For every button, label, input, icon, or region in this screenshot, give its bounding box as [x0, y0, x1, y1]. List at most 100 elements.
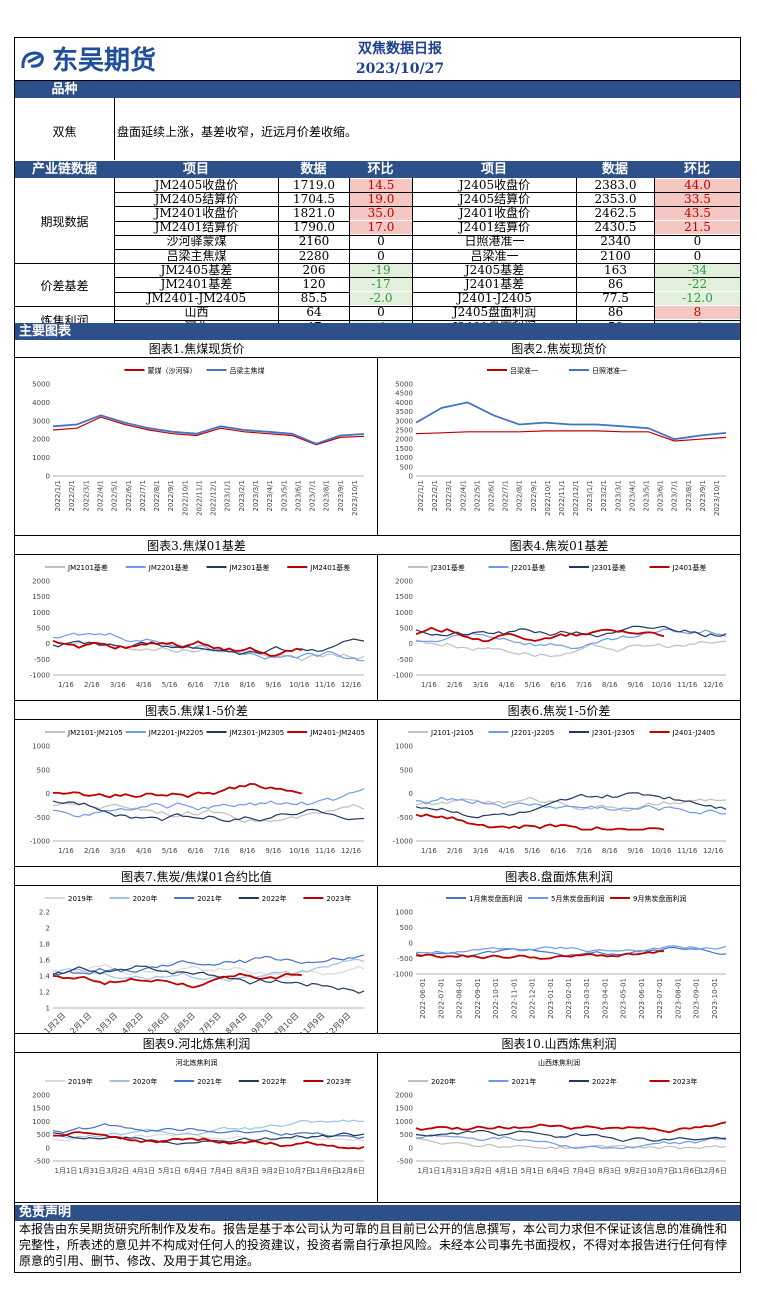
x-tick-label: 10/16: [651, 681, 672, 689]
legend-label: 2021年: [197, 894, 222, 903]
legend-label: J2201-J2205: [511, 729, 555, 737]
x-tick-label: 2023-01-01: [547, 978, 555, 1019]
x-tick-label: 2023/7/1: [671, 480, 679, 511]
series-line: [415, 792, 727, 819]
table-cell: -19: [350, 263, 412, 277]
row-divider: [114, 277, 740, 279]
y-tick-label: 3000: [32, 417, 50, 425]
x-tick-label: 2023/5/1: [643, 480, 651, 511]
x-tick-label: 5月1日: [158, 1167, 181, 1175]
x-tick-label: 2022/3/1: [82, 480, 90, 511]
table-cell: 2340: [600, 234, 631, 249]
series-line: [415, 639, 727, 658]
y-tick-label: 4000: [395, 399, 413, 407]
y-tick-label: 0: [46, 790, 50, 798]
legend-label: 2019年: [68, 1077, 93, 1086]
table-cell: 64: [306, 305, 322, 320]
table-cell: 1821.0: [293, 205, 335, 220]
x-tick-label: 11/16: [677, 681, 698, 689]
chart-svg: 蒙煤（沙河驿） 吕梁主焦煤 5000 4000 3000 2000 1000 0 2022/1/…: [32, 366, 365, 516]
x-tick-label: 2023/2/1: [238, 480, 246, 511]
series-line: [52, 801, 365, 823]
legend-label: 日照港准一: [592, 366, 627, 375]
series-line: [52, 639, 303, 657]
x-tick-label: 2022-11-01: [510, 978, 518, 1019]
y-tick-label: 500: [37, 766, 50, 774]
x-tick-label: 10/16: [651, 847, 672, 855]
x-tick-label: 2022-08-01: [456, 978, 464, 1019]
table-cell: J2405收盘价: [458, 177, 531, 192]
x-tick-label: 2022/12/1: [210, 480, 218, 516]
x-tick-label: 2023/4/1: [628, 480, 636, 511]
chart-panel: 图表8.盘面炼焦利润 1月焦炭盘面利润 5月焦炭盘面利润 9月焦炭盘面利润 1000 50…: [378, 869, 740, 1034]
legend-label: J2301-J2305: [591, 729, 635, 737]
x-tick-label: 11月6日: [674, 1167, 701, 1175]
table-cell: 120: [302, 276, 326, 291]
chain-col-header: 项目: [480, 162, 507, 177]
x-tick-label: 12月6日: [337, 1167, 364, 1175]
x-tick-label: 2022/9/1: [530, 480, 538, 511]
x-tick-label: 4月1日: [495, 1167, 518, 1175]
variety-bar: [114, 81, 740, 98]
charts-section-label: 主要图表: [15, 323, 740, 340]
x-tick-label: 2023/6/1: [657, 480, 665, 511]
y-tick-label: -1000: [30, 838, 50, 846]
row-divider: [114, 263, 740, 265]
series-line: [415, 401, 727, 441]
x-tick-label: 9月3日: [250, 1011, 275, 1034]
legend-label: JM2101基差: [67, 563, 108, 572]
series-line: [415, 626, 665, 643]
series-line: [52, 1132, 365, 1142]
x-tick-label: 2022/10/1: [181, 480, 189, 516]
y-tick-label: 4000: [32, 399, 50, 407]
chart-title: 图表8.盘面炼焦利润: [378, 869, 740, 886]
series-line: [415, 628, 727, 650]
chart-panel: 图表4.焦炭01基差 J2301基差 J2201基差 J2301基差 J2401基差 20…: [378, 538, 740, 701]
y-tick-label: 1.8: [39, 941, 50, 949]
y-tick-label: -500: [34, 656, 50, 664]
legend-label: 2020年: [431, 1077, 456, 1086]
y-tick-label: 1000: [32, 454, 50, 462]
table-cell: 吕梁准一: [470, 248, 519, 263]
x-tick-label: 2022/5/1: [111, 480, 119, 511]
table-cell: 77.5: [602, 291, 629, 306]
x-tick-label: 10/16: [289, 847, 310, 855]
table-cell: -2.0: [350, 291, 412, 306]
y-tick-label: 0: [46, 473, 50, 481]
y-tick-label: 1000: [395, 609, 413, 617]
series-line: [415, 950, 664, 960]
group-label: 期现数据: [40, 214, 89, 229]
table-cell: 2100: [600, 248, 631, 263]
legend-label: 2023年: [326, 894, 351, 903]
x-tick-label: 3/16: [473, 847, 489, 855]
group-label: 价差基差: [40, 278, 89, 293]
chart-svg: 2019年 2020年 2021年 2022年 2023年 2.2 2 1.8 1.6 1.4 1.…: [39, 894, 365, 1034]
x-tick-label: 4/16: [499, 847, 515, 855]
col-divider: [114, 178, 115, 335]
series-line: [415, 1121, 727, 1134]
series-line: [52, 972, 302, 989]
chart-svg: 吕梁准一 日照港准一5000450040003500300025002000150…: [395, 366, 727, 516]
x-tick-label: 1月1日: [54, 1167, 77, 1175]
series-line: [415, 945, 727, 954]
x-tick-label: 2023-02-01: [565, 978, 573, 1019]
x-tick-label: 2022/12/1: [572, 480, 580, 516]
x-tick-label: 8/16: [240, 681, 256, 689]
y-tick-label: 3500: [395, 408, 413, 416]
table-cell: 2280: [298, 248, 330, 263]
series-line: [415, 1134, 727, 1150]
col-divider: [740, 178, 741, 335]
report-header: [14, 37, 741, 81]
x-tick-label: 2023/4/1: [266, 480, 274, 511]
x-tick-label: 2022/8/1: [516, 480, 524, 511]
x-tick-label: 12/16: [341, 681, 362, 689]
report-date: 2023/10/27: [355, 61, 445, 77]
variety-comment: 盘面延续上涨，基差收窄，近远月价差收缩。: [117, 125, 358, 139]
legend-label: J2301基差: [591, 563, 626, 572]
legend-label: 2022年: [262, 1077, 287, 1086]
chart-panel: 图表1.焦煤现货价 蒙煤（沙河驿） 吕梁主焦煤 5000 4000 3000 2000 100…: [15, 341, 378, 536]
x-tick-label: 2023-06-01: [638, 978, 646, 1019]
y-tick-label: 3000: [395, 417, 413, 425]
y-tick-label: 1.4: [39, 973, 51, 981]
x-tick-label: 2022/1/1: [54, 480, 62, 511]
